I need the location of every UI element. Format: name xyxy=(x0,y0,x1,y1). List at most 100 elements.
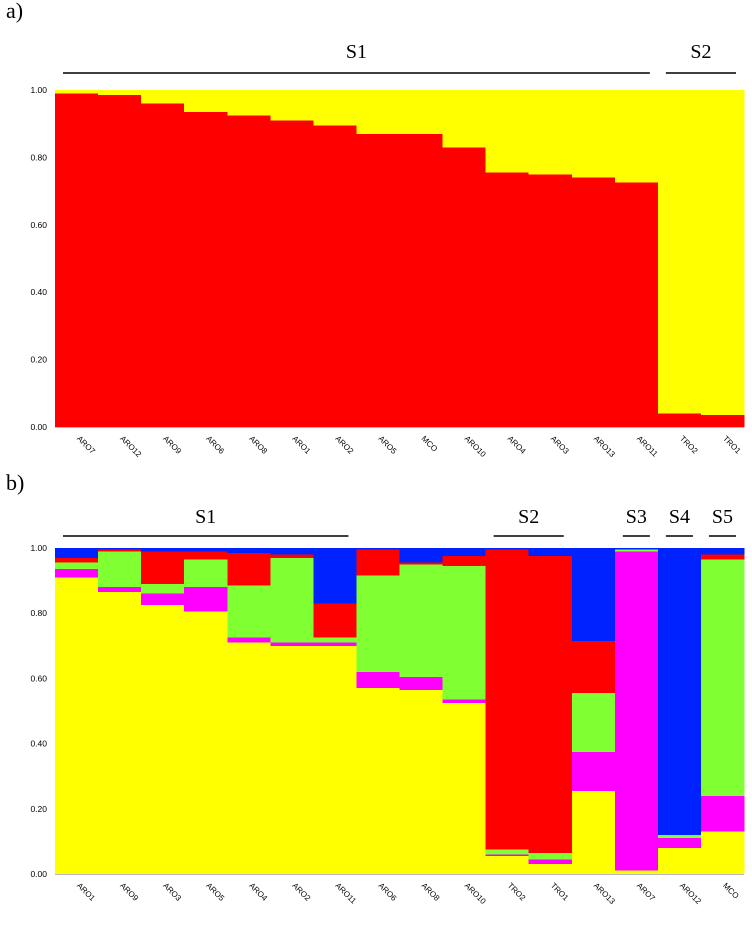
bar-segment xyxy=(528,852,573,860)
bar-segment xyxy=(270,90,314,121)
x-tick-label: ARO7 xyxy=(75,434,97,456)
bar-segment xyxy=(399,676,444,690)
bar-segment xyxy=(184,611,228,874)
bar-segment xyxy=(313,637,358,643)
bar-segment xyxy=(98,592,142,874)
bar-segment xyxy=(184,551,228,560)
y-tick-label: 0.80 xyxy=(30,608,47,618)
bar-segment xyxy=(141,605,185,874)
x-tick-label: ARO6 xyxy=(204,434,226,456)
x-tick-label: ARO1 xyxy=(75,881,97,903)
x-tick-label: TRO1 xyxy=(549,881,571,903)
bar-segment xyxy=(356,548,401,550)
bar-segment xyxy=(485,90,530,173)
x-tick-label: ARO2 xyxy=(333,434,355,456)
bar-segment xyxy=(571,177,616,427)
bar-segment xyxy=(700,795,745,832)
bar-segment xyxy=(55,562,99,570)
bar-segment xyxy=(657,90,702,414)
bar-segment xyxy=(700,90,745,416)
bar-segment xyxy=(528,859,573,865)
bar-segment xyxy=(485,548,530,550)
x-tick-label: ARO8 xyxy=(420,881,442,903)
x-tick-label: ARO9 xyxy=(118,881,140,903)
group-label: S1 xyxy=(195,506,216,528)
bar-segment xyxy=(98,587,142,593)
bar-segment xyxy=(356,671,401,689)
bar-segment xyxy=(657,838,702,848)
x-tick-label: ARO13 xyxy=(592,434,617,459)
bar-segment xyxy=(313,125,358,427)
y-tick-label: 0.80 xyxy=(30,152,47,162)
bar-segment xyxy=(184,90,228,112)
x-tick-label: ARO9 xyxy=(161,434,183,456)
x-tick-label: ARO6 xyxy=(377,881,399,903)
bar-segment xyxy=(442,90,487,148)
x-tick-label: ARO10 xyxy=(463,434,488,459)
bar-segment xyxy=(227,552,271,586)
bar-segment xyxy=(614,90,659,183)
group-label: S1 xyxy=(346,41,367,63)
bar-segment xyxy=(270,120,314,427)
y-tick-label: 1.00 xyxy=(30,85,47,95)
bar-segment xyxy=(184,548,228,552)
x-tick-label: TRO2 xyxy=(678,434,700,456)
x-tick-label: ARO11 xyxy=(635,434,660,459)
x-tick-label: ARO7 xyxy=(635,881,657,903)
x-tick-label: ARO12 xyxy=(678,881,703,906)
bar-segment xyxy=(399,548,444,563)
bar-segment xyxy=(55,569,99,578)
panel-a-label: a) xyxy=(6,0,24,23)
bar-segment xyxy=(442,556,487,566)
bar-segment xyxy=(571,548,616,641)
bar-segment xyxy=(399,133,444,427)
x-tick-label: ARO3 xyxy=(161,881,183,903)
bar-segment xyxy=(614,870,659,874)
bar-segment xyxy=(485,854,530,857)
bar-segment xyxy=(184,111,228,427)
bar-segment xyxy=(442,548,487,557)
bar-segment xyxy=(184,587,228,612)
bar-segment xyxy=(313,642,358,646)
y-tick-label: 1.00 xyxy=(30,543,47,553)
x-tick-label: ARO5 xyxy=(204,881,226,903)
bar-segment xyxy=(657,548,702,835)
bar-segment xyxy=(55,548,99,558)
bar-segment xyxy=(356,133,401,427)
bar-segment xyxy=(227,642,271,874)
bar-segment xyxy=(141,551,185,584)
bar-segment xyxy=(442,702,487,874)
bar-segment xyxy=(356,549,401,576)
bar-segment xyxy=(528,864,573,874)
bar-segment xyxy=(141,583,185,594)
bar-segment xyxy=(141,90,185,104)
bar-segment xyxy=(442,147,487,428)
x-tick-label: ARO11 xyxy=(333,881,358,906)
bar-segment xyxy=(184,559,228,588)
x-tick-label: TRO1 xyxy=(721,434,743,456)
bar-segment xyxy=(55,557,99,563)
x-tick-label: ARO10 xyxy=(463,881,488,906)
bar-segment xyxy=(485,172,530,427)
bar-segment xyxy=(614,548,659,550)
bar-segment xyxy=(528,556,573,853)
y-tick-label: 0.00 xyxy=(30,869,47,879)
bar-segment xyxy=(227,585,271,638)
bar-segment xyxy=(356,688,401,874)
x-tick-label: ARO12 xyxy=(118,434,143,459)
x-tick-label: ARO4 xyxy=(247,881,269,903)
x-tick-label: ARO1 xyxy=(290,434,312,456)
bar-segment xyxy=(270,645,314,874)
y-tick-label: 0.40 xyxy=(30,739,47,749)
x-tick-label: TRO2 xyxy=(506,881,528,903)
bar-segment xyxy=(227,548,271,553)
x-tick-label: ARO4 xyxy=(506,434,528,456)
bar-segment xyxy=(313,90,358,126)
bar-segment xyxy=(399,564,444,677)
bar-segment xyxy=(98,548,142,550)
x-tick-label: ARO8 xyxy=(247,434,269,456)
bar-segment xyxy=(55,90,99,94)
bar-segment xyxy=(356,575,401,672)
bar-segment xyxy=(313,645,358,874)
